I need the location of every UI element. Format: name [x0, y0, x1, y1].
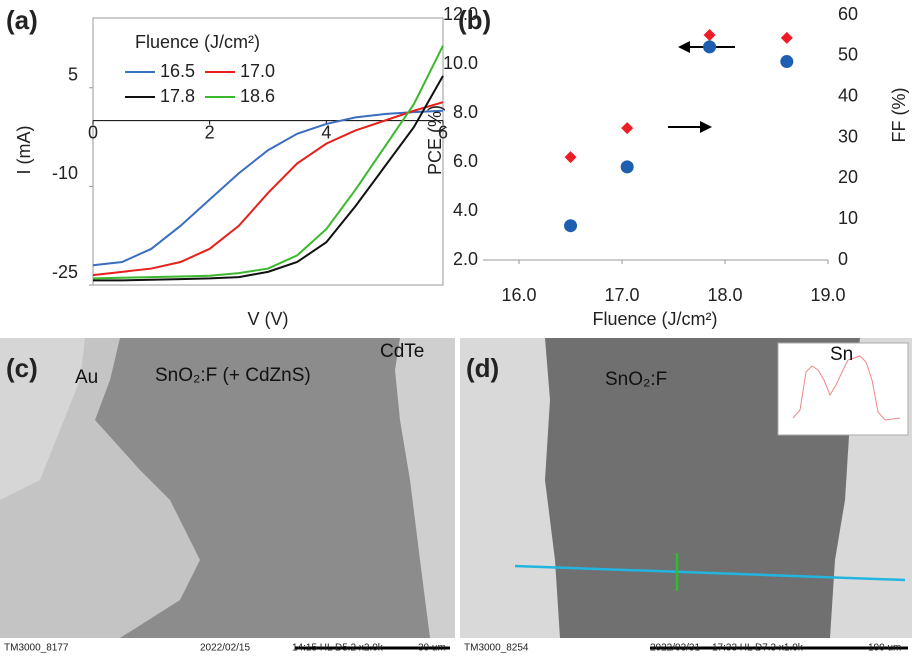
line-scan — [514, 564, 906, 582]
y-axis-label: PCE (%) — [425, 105, 445, 175]
y2-tick-label: 0 — [838, 249, 848, 269]
annotation: SnO₂:F (+ CdZnS) — [155, 365, 311, 386]
point — [564, 219, 578, 233]
point — [564, 151, 577, 164]
annotation: Sn — [830, 344, 853, 365]
legend-label: 18.6 — [240, 86, 275, 106]
footer-text: 14:15 HL D5.2 x2.0k — [292, 643, 384, 654]
footer-text: 2022/03/31 — [650, 643, 700, 654]
y2-tick-label: 20 — [838, 167, 858, 187]
inset-profile — [792, 355, 901, 421]
legend-title: Fluence (J/cm²) — [135, 32, 260, 52]
y-tick-label: 5 — [68, 65, 78, 85]
y-tick-label: 2.0 — [453, 249, 478, 269]
x-tick-label: 16.0 — [502, 285, 537, 305]
footer-text: 30 um — [418, 643, 446, 654]
point — [703, 29, 716, 42]
y2-tick-label: 10 — [838, 208, 858, 228]
x-tick-label: 19.0 — [810, 285, 845, 305]
legend-label: 16.5 — [160, 61, 195, 81]
panel-label: (b) — [458, 5, 491, 35]
x-tick-label: 17.0 — [605, 285, 640, 305]
au-region — [0, 338, 85, 500]
y-tick-label: 12.0 — [443, 4, 478, 24]
sem-image-c — [0, 338, 455, 657]
footer-text: 2022/02/15 — [200, 643, 250, 654]
footer-text: 100 um — [868, 643, 901, 654]
x-axis-label: V (V) — [247, 309, 288, 329]
point — [703, 40, 717, 54]
x-tick-label: 6 — [438, 122, 448, 142]
point — [620, 160, 634, 174]
x-tick-label: 0 — [88, 122, 98, 142]
x-axis-label: Fluence (J/cm²) — [592, 309, 717, 329]
y-tick-label: 4.0 — [453, 200, 478, 220]
y-tick-label: 8.0 — [453, 102, 478, 122]
panel-label: (a) — [6, 5, 38, 35]
x-tick-label: 18.0 — [707, 285, 742, 305]
legend-label: 17.0 — [240, 61, 275, 81]
point — [780, 55, 794, 69]
sem-image-d — [460, 338, 912, 657]
footer-text: TM3000_8177 — [4, 643, 69, 654]
y2-axis-label: FF (%) — [889, 88, 909, 143]
series-line — [92, 109, 444, 267]
legend-label: 17.8 — [160, 86, 195, 106]
y-tick-label: -25 — [52, 262, 78, 282]
y-axis-label: I (mA) — [14, 126, 34, 175]
annotation: Au — [75, 367, 98, 388]
series-line — [92, 45, 444, 280]
y2-tick-label: 60 — [838, 4, 858, 24]
y2-tick-label: 40 — [838, 85, 858, 105]
y2-tick-label: 50 — [838, 45, 858, 65]
x-tick-label: 4 — [321, 122, 331, 142]
x-tick-label: 2 — [205, 122, 215, 142]
series-line — [92, 101, 444, 277]
panel-label: (c) — [6, 353, 38, 383]
arrow-head — [678, 41, 690, 53]
annotation: SnO₂:F — [605, 369, 667, 390]
y2-tick-label: 30 — [838, 126, 858, 146]
point — [780, 31, 793, 44]
y-tick-label: 6.0 — [453, 151, 478, 171]
annotation: CdTe — [380, 341, 424, 362]
footer-text: 17:33 HL D7.3 x1.0k — [712, 643, 804, 654]
footer-bar — [0, 638, 455, 657]
series-line — [93, 75, 444, 282]
y-tick-label: 10.0 — [443, 53, 478, 73]
arrow-head — [700, 121, 712, 133]
point — [621, 122, 634, 135]
cdte-region — [395, 338, 455, 638]
plot-frame — [92, 17, 444, 286]
y-tick-label: -10 — [52, 163, 78, 183]
panel-label: (d) — [466, 353, 499, 383]
footer-text: TM3000_8254 — [464, 643, 529, 654]
